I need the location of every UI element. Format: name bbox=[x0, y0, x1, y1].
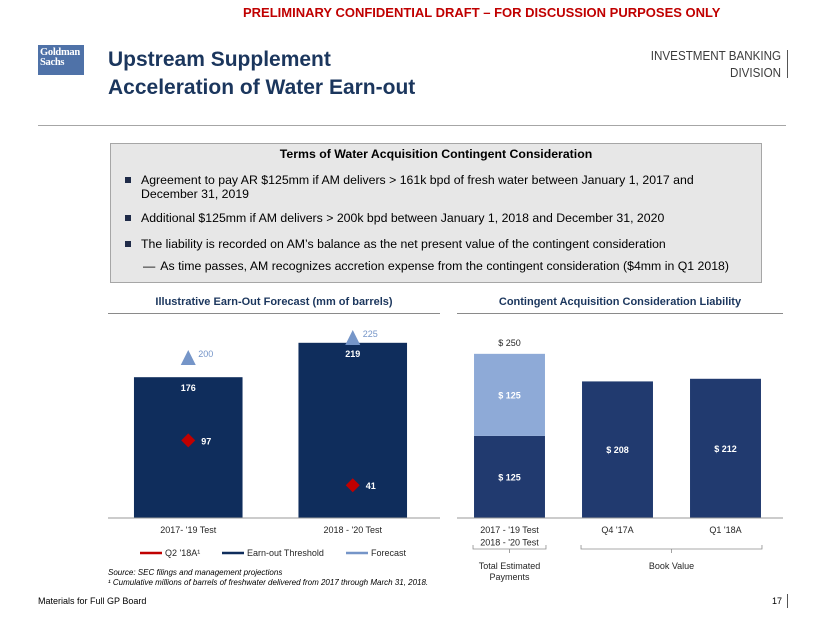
terms-bullet-text: Agreement to pay AR $125mm if AM deliver… bbox=[141, 173, 694, 201]
contingent-liability-chart: $ 125 $ 125 $ 250 2017 - '19 Test 2018 - '20… bbox=[457, 338, 783, 582]
liability-bar-segment bbox=[690, 378, 761, 518]
bullet-square-icon bbox=[125, 177, 131, 183]
actual-diamond-marker bbox=[345, 478, 360, 493]
segment-value-label: $ 125 bbox=[498, 390, 521, 400]
total-value-label: $ 250 bbox=[498, 338, 521, 348]
bullet-square-icon bbox=[125, 215, 131, 221]
category-label: 2018 - '20 Test bbox=[480, 538, 539, 548]
confidential-banner: PRELIMINARY CONFIDENTIAL DRAFT – FOR DIS… bbox=[243, 5, 721, 20]
segment-value-label: $ 208 bbox=[606, 445, 629, 455]
terms-bullet-text: The liability is recorded on AM’s balanc… bbox=[141, 237, 666, 251]
forecast-triangle-marker bbox=[180, 350, 196, 365]
terms-bullet: Agreement to pay AR $125mm if AM deliver… bbox=[125, 173, 725, 201]
threshold-value-label: 176 bbox=[181, 383, 196, 393]
terms-bullet: Additional $125mm if AM delivers > 200k … bbox=[125, 211, 725, 225]
actual-diamond-marker bbox=[181, 433, 196, 448]
footer-label: Materials for Full GP Board bbox=[38, 596, 147, 606]
earn-out-chart-title-rule bbox=[108, 313, 440, 314]
legend-label: Forecast bbox=[371, 548, 407, 558]
numbered-footnote: ¹ Cumulative millions of barrels of fres… bbox=[108, 578, 429, 587]
category-label: 2017 - '19 Test bbox=[480, 525, 539, 535]
group-label: Payments bbox=[489, 572, 530, 582]
logo-line-2: Sachs bbox=[40, 57, 65, 68]
goldman-sachs-logo: Goldman Sachs bbox=[38, 45, 84, 75]
terms-sub-bullet: — As time passes, AM recognizes accretion… bbox=[143, 259, 729, 273]
legend-label: Earn-out Threshold bbox=[247, 548, 324, 558]
source-footnote: Source: SEC filings and management proje… bbox=[108, 568, 283, 577]
actual-value-label: 97 bbox=[201, 436, 211, 446]
sub-bullet-dash: — bbox=[143, 259, 156, 273]
category-label: Q4 '17A bbox=[601, 525, 633, 535]
liability-chart-title: Contingent Acquisition Consideration Lia… bbox=[498, 296, 742, 308]
forecast-value-label: 200 bbox=[198, 349, 213, 359]
sub-bullet-text: As time passes, AM recognizes accretion … bbox=[160, 259, 729, 273]
forecast-value-label: 225 bbox=[363, 329, 378, 339]
threshold-bar bbox=[133, 377, 243, 518]
liability-chart-title-rule bbox=[457, 313, 783, 314]
category-label: Q1 '18A bbox=[709, 525, 741, 535]
footer-divider bbox=[787, 594, 788, 608]
terms-box: Terms of Water Acquisition Contingent Co… bbox=[110, 143, 762, 283]
liability-bar-upper-segment bbox=[474, 353, 545, 436]
segment-value-label: $ 125 bbox=[498, 472, 521, 482]
threshold-value-label: 219 bbox=[345, 349, 360, 359]
division-divider bbox=[787, 50, 788, 78]
forecast-triangle-marker bbox=[345, 330, 361, 345]
liability-bar-segment bbox=[474, 435, 545, 518]
division-line-2: DIVISION bbox=[729, 66, 781, 80]
terms-bullet-text: Additional $125mm if AM delivers > 200k … bbox=[141, 211, 665, 225]
segment-value-label: $ 212 bbox=[714, 444, 737, 454]
page-title-line-2: Acceleration of Water Earn-out bbox=[108, 76, 416, 99]
earn-out-chart-title: Illustrative Earn-Out Forecast (mm of ba… bbox=[155, 296, 393, 308]
actual-value-label: 41 bbox=[366, 481, 376, 491]
liability-bar-segment bbox=[582, 381, 653, 518]
division-line-1: INVESTMENT BANKING bbox=[650, 49, 781, 63]
logo-line-1: Goldman bbox=[40, 47, 80, 58]
group-label: Book Value bbox=[649, 561, 694, 571]
group-bracket bbox=[472, 545, 547, 553]
division-label: INVESTMENT BANKING DIVISION bbox=[651, 48, 781, 82]
legend-label: Q2 '18A¹ bbox=[165, 548, 200, 558]
group-bracket bbox=[580, 545, 763, 553]
terms-heading: Terms of Water Acquisition Contingent Co… bbox=[279, 147, 593, 161]
page-title: Upstream Supplement Acceleration of Wate… bbox=[108, 46, 415, 102]
bullet-square-icon bbox=[125, 241, 131, 247]
category-label: 2018 - '20 Test bbox=[323, 525, 382, 535]
terms-bullet: The liability is recorded on AM’s balanc… bbox=[125, 237, 725, 251]
header-divider bbox=[38, 125, 786, 126]
page-title-line-1: Upstream Supplement bbox=[108, 48, 331, 71]
group-label: Total Estimated bbox=[479, 561, 541, 571]
category-label: 2017- '19 Test bbox=[160, 525, 217, 535]
page-number: 17 bbox=[771, 596, 782, 606]
